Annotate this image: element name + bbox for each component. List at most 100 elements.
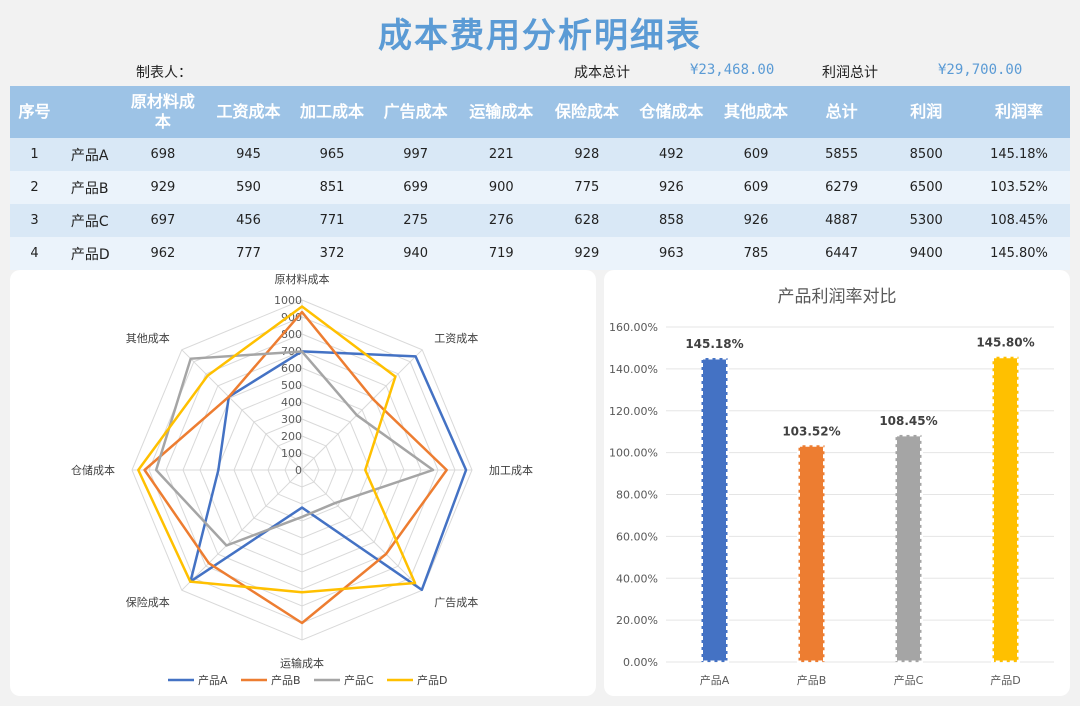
cost-total-value: ¥23,468.00 — [690, 62, 775, 78]
table-cell: 962 — [120, 237, 206, 270]
radar-axis-label: 工资成本 — [434, 331, 478, 345]
bar-data-label: 108.45% — [879, 414, 937, 428]
radar-spoke — [181, 469, 303, 591]
table-cell: 997 — [372, 138, 459, 171]
table-cell: 775 — [544, 171, 630, 204]
radar-series-line — [137, 305, 417, 594]
table-row: 4 产品D 962 777 372 940 719 929 963 785 6447 9400 145.… — [10, 237, 1070, 270]
table-cell: 929 — [544, 237, 630, 270]
table-cell: 785 — [713, 237, 799, 270]
table-cell: 698 — [120, 138, 206, 171]
header-cell: 仓储成本 — [629, 86, 714, 138]
table-body: 1 产品A 698 945 965 997 221 928 492 609 5855 8500 145.… — [10, 138, 1070, 270]
radar-tick-label: 400 — [281, 396, 302, 409]
table-cell: 609 — [713, 171, 799, 204]
bar-category-label: 产品D — [990, 673, 1020, 687]
bar-y-tick-label: 20.00% — [616, 614, 658, 627]
radar-series-line — [154, 350, 435, 547]
table-cell: 9400 — [884, 237, 968, 270]
radar-chart: 01002003004005006007008009001000原材料成本工资成… — [71, 272, 533, 687]
header-cell: 原材料成本 — [120, 86, 206, 138]
table-cell: 940 — [372, 237, 459, 270]
radar-chart-panel: 0 100 200 300 400 500 600 700 800 900 1000 原材料成本 工资成… — [10, 270, 596, 696]
table-cell: 103.52% — [967, 171, 1070, 204]
radar-tick-label: 100 — [281, 447, 302, 460]
header-cell: 广告成本 — [372, 86, 459, 138]
bar-y-tick-label: 120.00% — [609, 405, 658, 418]
bar-y-tick-label: 100.00% — [609, 447, 658, 460]
cost-table: 序号 原材料成本 工资成本 加工成本 广告成本 运输成本 保险成本 仓储成本 其… — [10, 86, 1070, 270]
radar-series-line — [143, 310, 448, 625]
legend-label: 产品B — [271, 673, 301, 687]
header-cell — [58, 86, 121, 138]
table-cell: 697 — [120, 204, 206, 237]
radar-axis-label: 原材料成本 — [275, 272, 330, 286]
table-cell: 851 — [291, 171, 373, 204]
table-cell: 4887 — [798, 204, 885, 237]
table-cell: 609 — [713, 138, 799, 171]
table-cell: 372 — [291, 237, 373, 270]
table-cell: 965 — [291, 138, 373, 171]
header-cell: 总计 — [798, 86, 885, 138]
legend-label: 产品C — [344, 673, 374, 687]
table-cell: 900 — [458, 171, 545, 204]
bar-y-tick-label: 60.00% — [616, 530, 658, 543]
table-row: 1 产品A 698 945 965 997 221 928 492 609 5855 8500 145.… — [10, 138, 1070, 171]
product-name-cell: 产品A — [58, 138, 121, 171]
header-cell: 序号 — [10, 86, 59, 138]
table-cell: 275 — [372, 204, 459, 237]
header-cell: 利润 — [884, 86, 968, 138]
radar-spoke — [301, 469, 423, 591]
table-cell: 5855 — [798, 138, 885, 171]
table-cell: 2 — [10, 171, 59, 204]
table-cell: 492 — [629, 138, 714, 171]
table-cell: 276 — [458, 204, 545, 237]
bar-category-label: 产品B — [797, 673, 827, 687]
table-cell: 590 — [205, 171, 292, 204]
table-cell: 858 — [629, 204, 714, 237]
radar-spoke — [181, 349, 303, 471]
table-cell: 6447 — [798, 237, 885, 270]
page-title: 成本费用分析明细表 — [378, 16, 702, 56]
table-cell: 108.45% — [967, 204, 1070, 237]
radar-tick-label: 500 — [281, 379, 302, 392]
profit-total-value: ¥29,700.00 — [938, 62, 1023, 78]
table-cell: 928 — [544, 138, 630, 171]
radar-axis-label: 保险成本 — [126, 595, 170, 609]
bar-data-label: 145.80% — [976, 336, 1034, 350]
table-cell: 777 — [205, 237, 292, 270]
table-cell: 929 — [120, 171, 206, 204]
bar-data-label: 145.18% — [685, 337, 743, 351]
table-cell: 145.18% — [967, 138, 1070, 171]
radar-axis-label: 运输成本 — [280, 656, 324, 670]
radar-series-line — [189, 350, 468, 592]
bar-category-label: 产品C — [894, 673, 924, 687]
radar-tick-label: 600 — [281, 362, 302, 375]
header-cell: 加工成本 — [291, 86, 373, 138]
radar-tick-label: 900 — [281, 311, 302, 324]
bar — [991, 355, 1020, 664]
header-cell: 利润率 — [967, 86, 1070, 138]
table-cell: 145.80% — [967, 237, 1070, 270]
profit-total-label: 利润总计 — [822, 65, 878, 81]
table-cell: 6500 — [884, 171, 968, 204]
table-cell: 699 — [372, 171, 459, 204]
radar-axis-label: 其他成本 — [126, 331, 170, 345]
product-name-cell: 产品C — [58, 204, 121, 237]
radar-tick-label: 300 — [281, 413, 302, 426]
product-name-cell: 产品B — [58, 171, 121, 204]
table-cell: 221 — [458, 138, 545, 171]
table-cell: 456 — [205, 204, 292, 237]
header-cell: 工资成本 — [205, 86, 292, 138]
cost-total-label: 成本总计 — [574, 65, 630, 81]
table-cell: 771 — [291, 204, 373, 237]
bar-y-tick-label: 40.00% — [616, 572, 658, 585]
radar-tick-label: 200 — [281, 430, 302, 443]
radar-tick-label: 1000 — [274, 294, 302, 307]
table-cell: 926 — [629, 171, 714, 204]
bar — [797, 443, 826, 664]
table-cell: 8500 — [884, 138, 968, 171]
bar-y-tick-label: 140.00% — [609, 363, 658, 376]
table-cell: 3 — [10, 204, 59, 237]
bar-y-tick-label: 80.00% — [616, 489, 658, 502]
